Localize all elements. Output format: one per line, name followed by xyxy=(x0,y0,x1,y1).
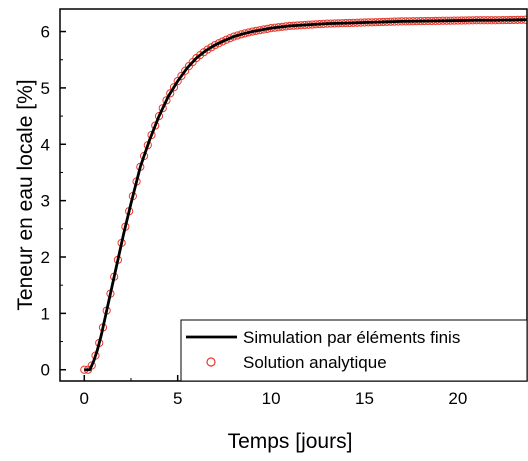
x-tick-label: 0 xyxy=(80,389,89,408)
data-point-solution-analytique xyxy=(166,89,175,98)
y-tick-label: 1 xyxy=(41,304,50,323)
y-tick-label: 0 xyxy=(41,361,50,380)
y-tick-label: 5 xyxy=(41,79,50,98)
data-point-solution-analytique xyxy=(210,40,220,50)
axis-ticks: 0 5 10 15 20 0 1 2 3 4 5 6 xyxy=(41,23,506,408)
legend-label-simulation: Simulation par éléments finis xyxy=(243,328,460,347)
y-tick-label: 4 xyxy=(41,135,50,154)
data-point-solution-analytique xyxy=(158,104,167,113)
legend-marker-swatch xyxy=(206,357,216,367)
x-tick-label: 15 xyxy=(355,389,374,408)
y-tick-label: 3 xyxy=(41,192,50,211)
series-line-simulation xyxy=(84,18,527,372)
x-tick-label: 20 xyxy=(448,389,467,408)
y-tick-label: 6 xyxy=(41,23,50,42)
y-tick-label: 2 xyxy=(41,248,50,267)
plot-area xyxy=(80,15,527,374)
data-point-solution-analytique xyxy=(214,39,223,48)
x-axis-title: Temps [jours] xyxy=(228,430,353,453)
legend: Simulation par éléments finis Solution a… xyxy=(180,319,528,382)
data-point-solution-analytique xyxy=(87,361,96,370)
legend-box xyxy=(180,319,528,382)
legend-label-analytique: Solution analytique xyxy=(243,353,387,372)
data-point-solution-analytique xyxy=(162,96,171,105)
data-point-solution-analytique xyxy=(218,37,227,46)
y-axis-title: Teneur en eau locale [%] xyxy=(14,79,37,310)
data-point-solution-analytique xyxy=(169,83,179,92)
x-tick-label: 10 xyxy=(262,389,281,408)
x-tick-label: 5 xyxy=(173,389,182,408)
